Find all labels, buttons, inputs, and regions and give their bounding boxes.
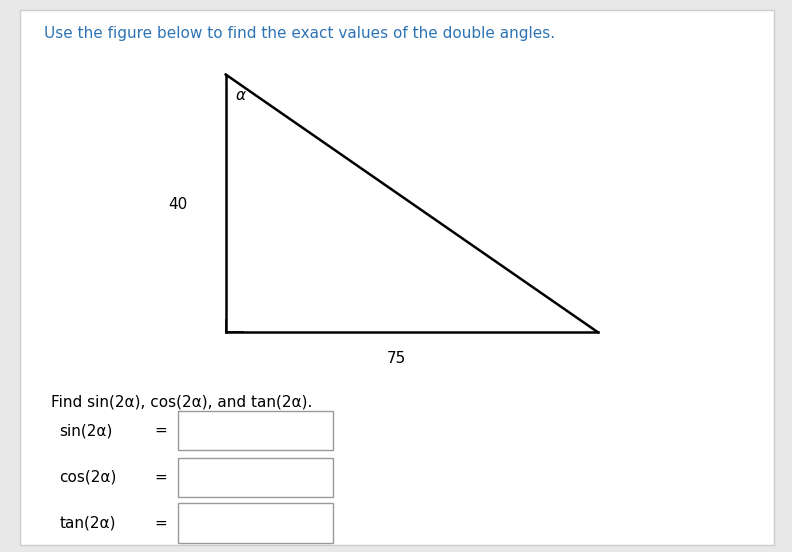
Text: =: =: [154, 516, 167, 531]
Text: 40: 40: [169, 197, 188, 212]
FancyBboxPatch shape: [178, 503, 333, 543]
Text: =: =: [154, 423, 167, 438]
Text: tan(2α): tan(2α): [59, 516, 116, 531]
FancyBboxPatch shape: [20, 10, 774, 545]
Text: Use the figure below to find the exact values of the double angles.: Use the figure below to find the exact v…: [44, 26, 554, 41]
Text: sin(2α): sin(2α): [59, 423, 112, 438]
Text: 75: 75: [386, 351, 406, 367]
Text: Find sin(2α), cos(2α), and tan(2α).: Find sin(2α), cos(2α), and tan(2α).: [51, 395, 313, 410]
Text: =: =: [154, 470, 167, 485]
FancyBboxPatch shape: [178, 411, 333, 450]
FancyBboxPatch shape: [178, 458, 333, 497]
Text: α: α: [236, 88, 246, 103]
Text: cos(2α): cos(2α): [59, 470, 116, 485]
